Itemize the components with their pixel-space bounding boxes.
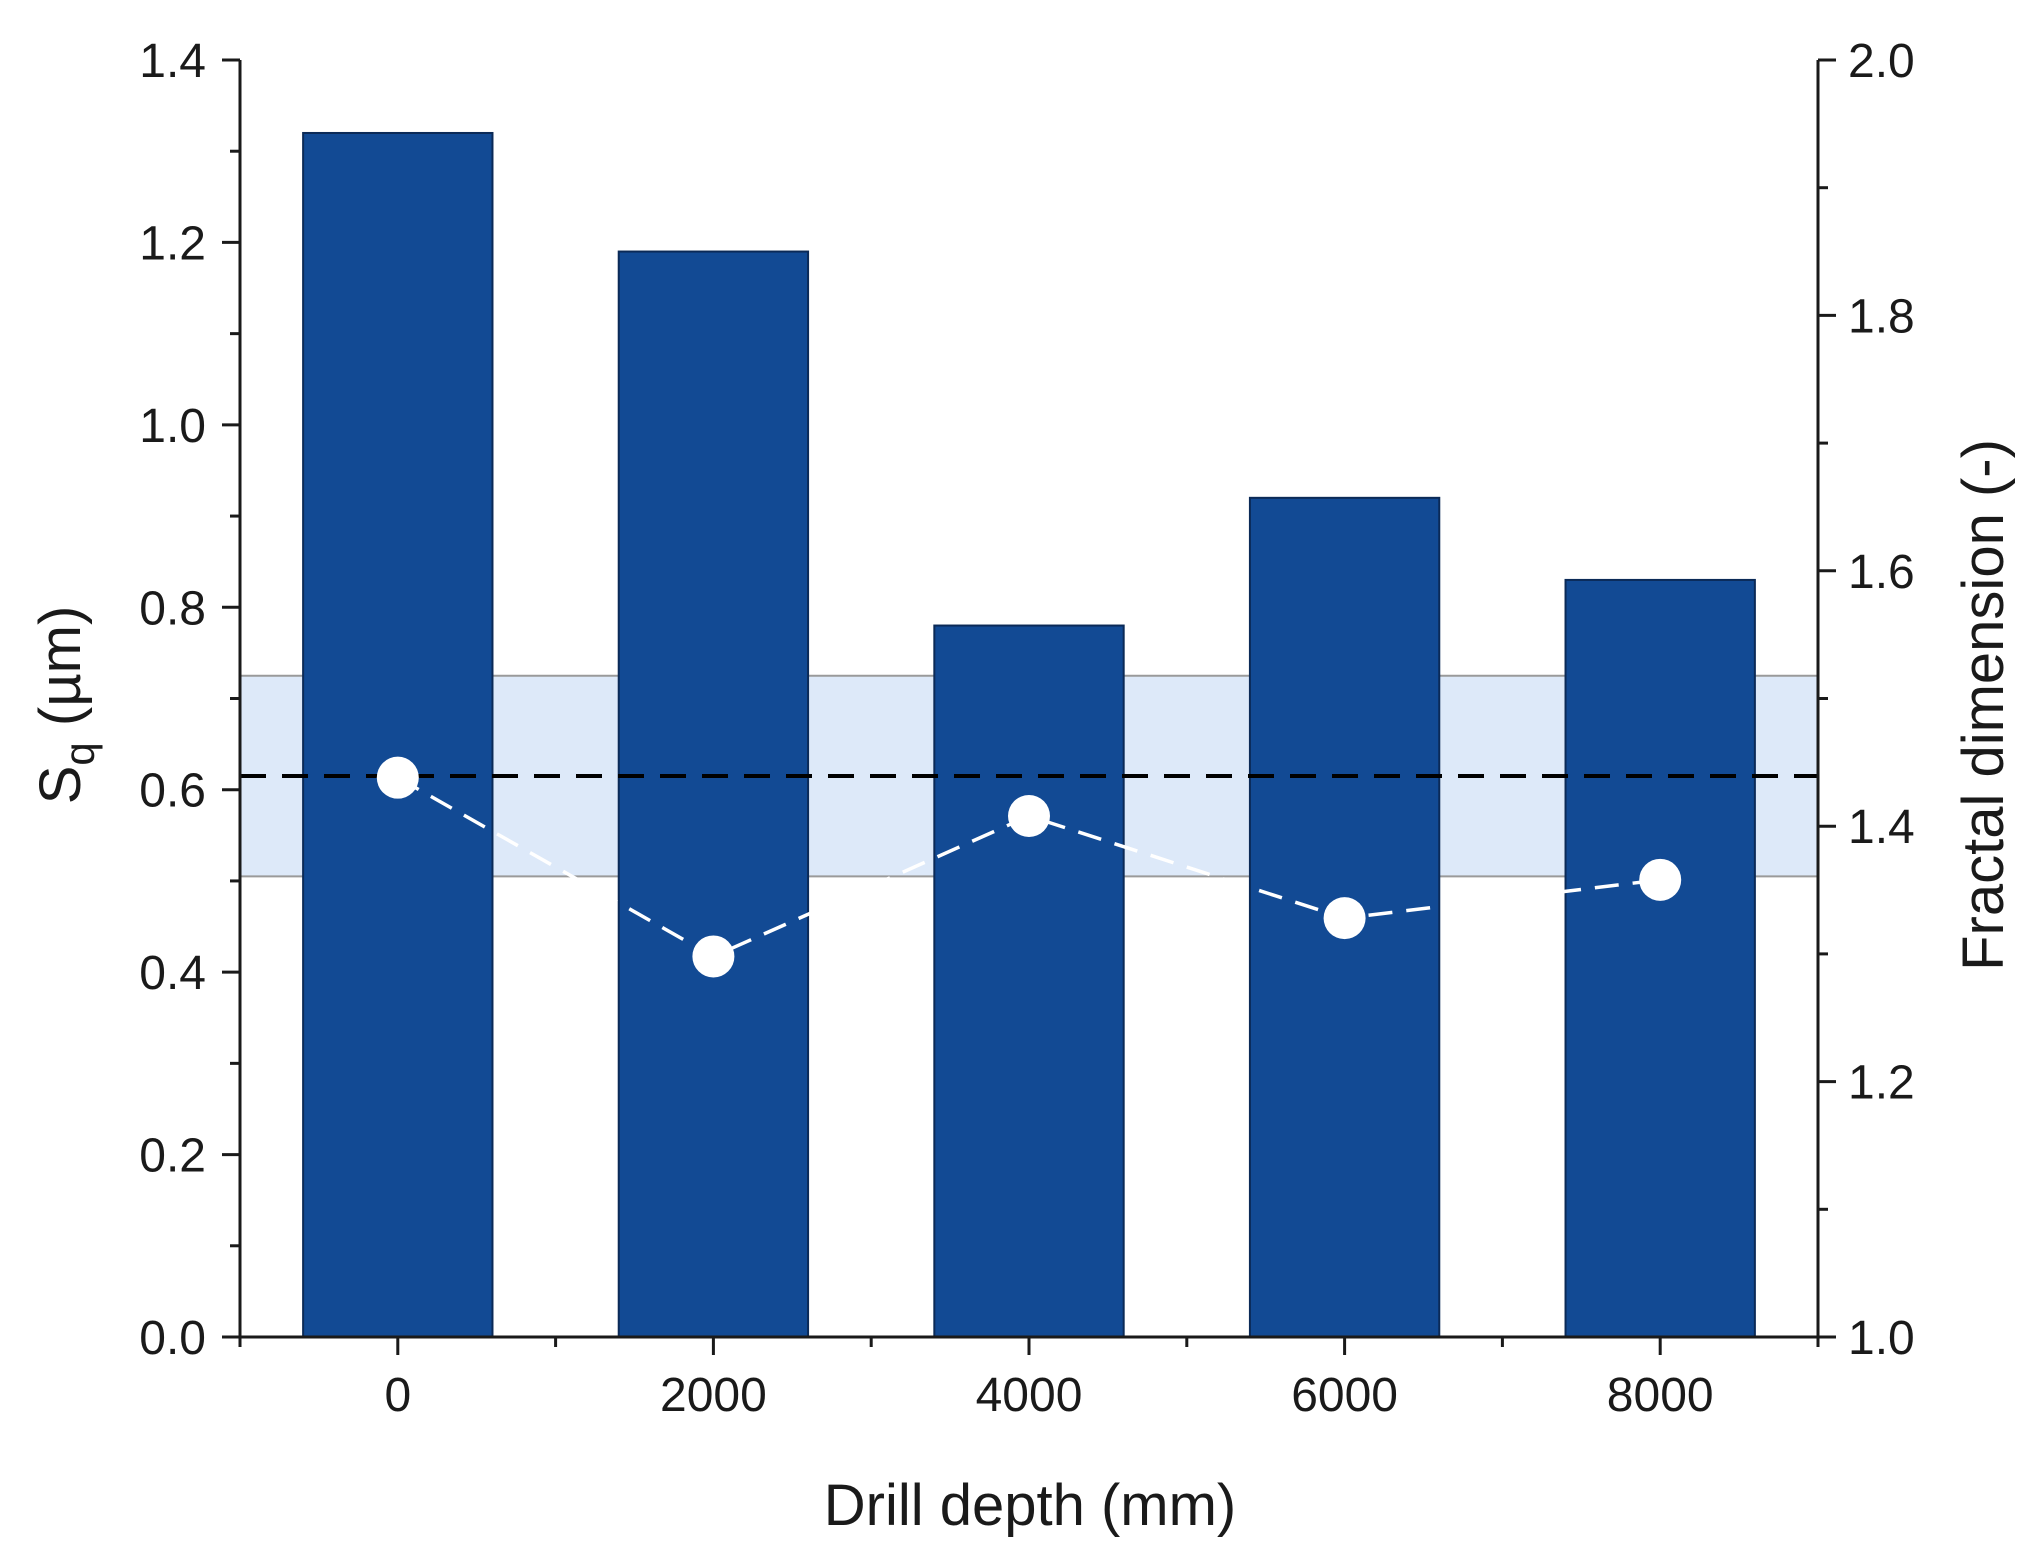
bar-8000: [1564, 578, 1756, 1338]
x-tick-label: 8000: [1607, 1369, 1714, 1422]
labels-layer: 0.0 0.2 0.4 0.6 0.8 1.0 1.2 1.4 1.0 1.2 1.4 1.6 1.8 2…: [139, 35, 1914, 1422]
y-tick-label: 0.8: [139, 582, 206, 635]
x-tick-label: 6000: [1291, 1369, 1398, 1422]
y2-tick-label: 1.8: [1848, 290, 1915, 343]
y-axis-title-main: S: [28, 766, 93, 805]
y-tick-label: 0.4: [139, 947, 206, 1000]
y-axis-title: Sq (µm): [28, 606, 103, 805]
fractal-point-0: [376, 756, 419, 799]
y2-axis-title: Fractal dimension (-): [1951, 439, 2016, 971]
bars-layer: [302, 131, 1756, 1339]
x-axis-title: Drill depth (mm): [824, 1473, 1237, 1538]
y2-tick-label: 1.6: [1848, 546, 1915, 599]
y2-tick-label: 2.0: [1848, 35, 1915, 88]
y-tick-label: 1.0: [139, 400, 206, 453]
y2-tick-label: 1.2: [1848, 1057, 1915, 1110]
fractal-line-layer: [376, 756, 1682, 978]
fractal-point-8000: [1639, 858, 1682, 901]
y-tick-label: 0.2: [139, 1130, 206, 1183]
y-axis-title-subscript: q: [56, 742, 103, 765]
fractal-point-4000: [1008, 794, 1050, 837]
x-tick-label: 2000: [660, 1369, 767, 1422]
y2-tick-label: 1.0: [1848, 1312, 1915, 1365]
bar-2000: [617, 250, 810, 1338]
y-tick-label: 1.4: [139, 35, 206, 88]
bar-4000: [933, 624, 1125, 1338]
y-tick-label: 0.0: [139, 1312, 206, 1365]
fractal-dimension-line: [396, 776, 1661, 959]
y-tick-label: 1.2: [139, 217, 206, 270]
bar-0: [302, 131, 494, 1338]
y2-tick-label: 1.4: [1848, 801, 1915, 854]
x-tick-label: 4000: [976, 1369, 1083, 1422]
x-tick-label: 0: [384, 1369, 411, 1422]
fractal-point-6000: [1323, 897, 1366, 940]
y-tick-label: 0.6: [139, 765, 206, 818]
y-axis-title-unit: (µm): [28, 606, 93, 742]
fractal-point-2000: [692, 935, 735, 978]
axes-layer: [222, 58, 1836, 1355]
